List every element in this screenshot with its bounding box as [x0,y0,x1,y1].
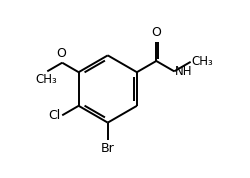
Text: O: O [151,26,161,39]
Text: CH₃: CH₃ [192,55,213,68]
Text: NH: NH [175,65,192,78]
Text: CH₃: CH₃ [36,73,57,86]
Text: Cl: Cl [48,109,60,122]
Text: O: O [56,47,66,60]
Text: Br: Br [101,142,115,155]
